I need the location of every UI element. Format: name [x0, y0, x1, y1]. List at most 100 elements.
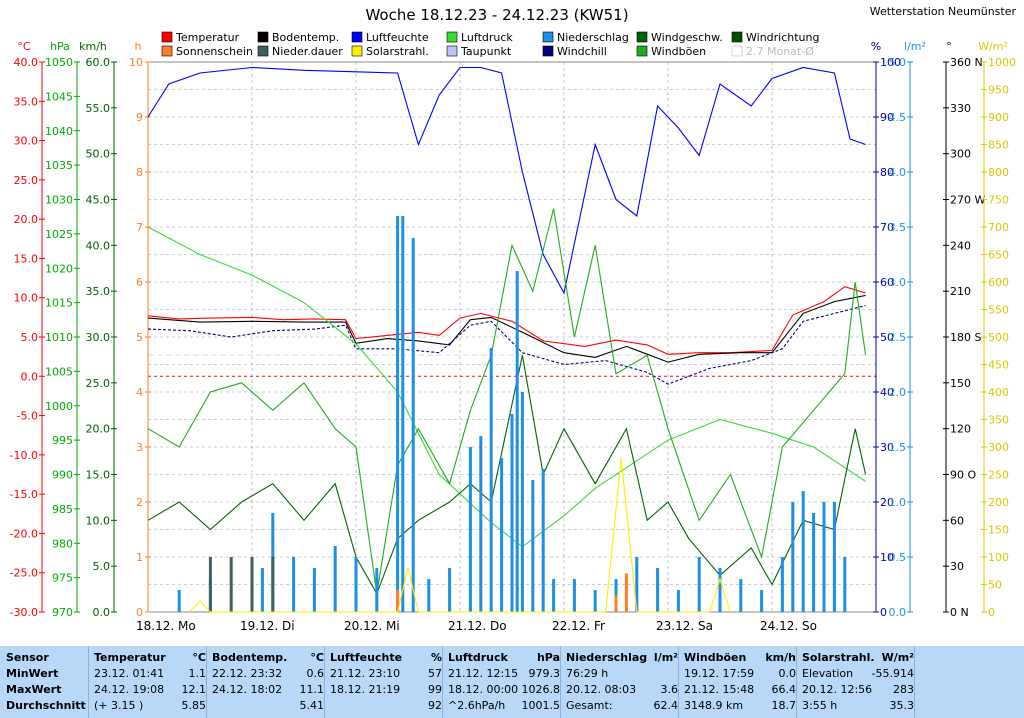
stats-header-label: Niederschlag: [566, 651, 648, 664]
stats-row: 76:29 h: [566, 666, 678, 682]
bar-niederschlag: [292, 557, 296, 612]
legend-swatch: [351, 45, 363, 57]
stats-header: Windböen km/h: [684, 650, 796, 666]
bar-niederschlag: [479, 436, 483, 612]
pressure-axis-tick-label: 990: [52, 469, 73, 482]
stats-panel: Sensor MinWert MaxWert Durchschnitt Temperat…: [0, 646, 1024, 718]
legend-label: Taupunkt: [460, 45, 512, 58]
stats-cell-label: 20.12. 12:56: [802, 683, 873, 696]
solar-axis-tick-label: 550: [988, 304, 1009, 317]
bar-niederschlag: [411, 238, 415, 612]
rain-axis-tick-label: 0.5: [889, 551, 907, 564]
stats-row: Elevation -55.914: [802, 666, 914, 682]
legend-swatch: [636, 31, 648, 43]
stats-row: 23.12. 01:41 1.1: [94, 666, 206, 682]
stats-row: (+ 3.15 ) 5.85: [94, 698, 206, 714]
pressure-axis-tick-label: 980: [52, 537, 73, 550]
bar-niederdauer: [208, 557, 212, 612]
wind-axis-tick-label: 25.0: [86, 377, 111, 390]
direction-axis-tick-label: 30: [950, 560, 964, 573]
stats-cell-label: 21.12. 12:15: [448, 667, 519, 680]
temp-axis-tick-label: -30.0: [10, 606, 38, 619]
pressure-axis-tick-label: 1025: [45, 228, 73, 241]
bar-niederschlag: [739, 579, 743, 612]
wind-axis-tick-label: 35.0: [86, 285, 111, 298]
bar-sonnenschein: [624, 573, 628, 612]
solar-axis-tick-label: 800: [988, 166, 1009, 179]
hours-axis-tick-label: 8: [136, 166, 143, 179]
direction-axis-tick-label: 150: [950, 377, 971, 390]
stats-cell-value: 283: [893, 683, 914, 696]
bar-niederschlag: [656, 568, 660, 612]
bar-niederschlag: [531, 480, 535, 612]
wind-axis-tick-label: 55.0: [86, 102, 111, 115]
pressure-axis-tick-label: 1045: [45, 90, 73, 103]
direction-axis-tick-label: 360 N: [950, 56, 983, 69]
stats-cell-value: -55.914: [871, 667, 914, 680]
stats-cell-value: 57: [428, 667, 442, 680]
stats-header-label: Luftfeuchte: [330, 651, 403, 664]
solar-axis-tick-label: 400: [988, 386, 1009, 399]
day-label: 19.12. Di: [240, 619, 295, 633]
solar-axis-tick-label: 150: [988, 524, 1009, 537]
series-windchill: [147, 305, 866, 385]
solar-axis-tick-label: 300: [988, 441, 1009, 454]
legend-label: Solarstrahl.: [366, 45, 429, 58]
wind-axis-tick-label: 40.0: [86, 239, 111, 252]
wind-axis-tick-label: 45.0: [86, 194, 111, 207]
day-label: 23.12. Sa: [656, 619, 713, 633]
stats-cell-value: 5.41: [299, 699, 325, 712]
bar-niederschlag: [812, 513, 816, 612]
stats-cell-value: 18.7: [771, 699, 797, 712]
wind-axis-tick-label: 20.0: [86, 423, 111, 436]
rain-axis-tick-label: 3.5: [889, 221, 907, 234]
wind-axis-tick-label: 30.0: [86, 331, 111, 344]
temp-axis-tick-label: -25.0: [10, 567, 38, 580]
legend-swatch: [161, 31, 173, 43]
rain-axis-tick-label: 4.5: [889, 111, 907, 124]
solar-axis-tick-label: 350: [988, 414, 1009, 427]
stats-header-label: Sensor: [6, 651, 49, 664]
stats-row: 20.12. 12:56 283: [802, 682, 914, 698]
stats-row: 18.12. 00:00 1026.8: [448, 682, 560, 698]
humidity-axis-tick-label: 60: [880, 276, 894, 289]
hours-axis-tick-label: 3: [136, 441, 143, 454]
stats-separator: [560, 646, 561, 718]
stats-cell-value: 1.1: [188, 667, 207, 680]
wind-axis-tick-label: 60.0: [86, 56, 111, 69]
direction-axis-tick-label: 330: [950, 102, 971, 115]
hours-axis-tick-label: 0: [136, 606, 143, 619]
series-windben: [147, 208, 867, 594]
stats-header: Sensor: [6, 650, 86, 666]
temp-axis-tick-label: 25.0: [14, 174, 39, 187]
humidity-axis-tick-label: 100: [880, 56, 901, 69]
solar-axis-tick-label: 50: [988, 579, 1002, 592]
temp-axis-tick-label: -20.0: [10, 527, 38, 540]
stats-header-unit: W/m²: [881, 651, 914, 664]
stats-cell-label: 22.12. 23:32: [212, 667, 283, 680]
stats-row: Durchschnitt: [6, 699, 86, 712]
stats-row: 92: [330, 698, 442, 714]
hours-axis-tick-label: 6: [136, 276, 143, 289]
direction-axis-tick-label: 210: [950, 285, 971, 298]
stats-row: 19.12. 17:59 0.0: [684, 666, 796, 682]
stats-cell-label: 3:55 h: [802, 699, 838, 712]
legend-swatch: [161, 45, 173, 57]
bar-niederschlag: [552, 579, 556, 612]
solar-axis-tick-label: 1000: [988, 56, 1016, 69]
bar-niederschlag: [572, 579, 576, 612]
legend-label: Windrichtung: [746, 31, 819, 44]
solar-axis-tick-label: 900: [988, 111, 1009, 124]
bar-sonnenschein: [614, 595, 618, 612]
hours-axis-tick-label: 5: [136, 331, 143, 344]
rain-axis-tick-label: 2.0: [889, 386, 907, 399]
hours-axis-tick-label: 2: [136, 496, 143, 509]
legend-swatch: [257, 31, 269, 43]
humidity-axis-tick-label: 0: [880, 606, 887, 619]
wind-axis-tick-label: 10.0: [86, 514, 111, 527]
solar-axis-tick-label: 650: [988, 249, 1009, 262]
direction-axis-tick-label: 270 W: [950, 194, 985, 207]
pressure-axis-tick-label: 1005: [45, 365, 73, 378]
legend-swatch: [257, 45, 269, 57]
stats-cell-value: 11.1: [299, 683, 325, 696]
